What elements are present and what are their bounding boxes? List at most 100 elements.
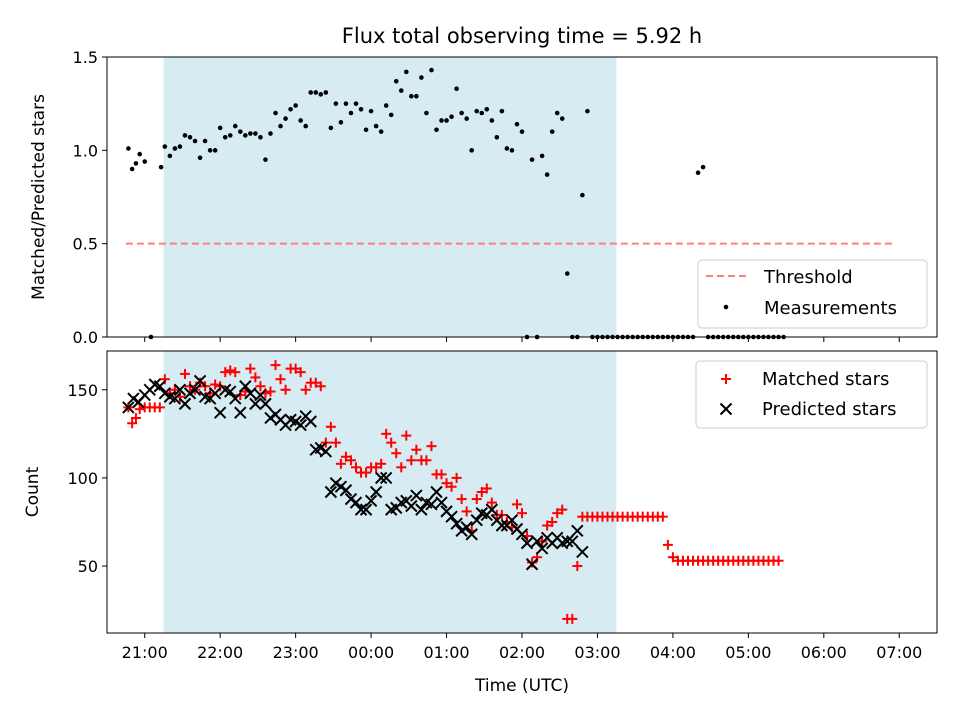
legend-threshold-label: Threshold (763, 267, 853, 288)
matched-star-point (542, 520, 553, 531)
measurement-point (142, 159, 148, 164)
measurement-point (695, 170, 701, 176)
measurement-point (129, 166, 135, 172)
measurement-point (253, 131, 258, 136)
measurement-point (212, 148, 218, 153)
predicted-star-point (530, 535, 544, 548)
measurement-point (192, 138, 198, 144)
matched-star-point (471, 494, 482, 505)
predicted-star-point (495, 519, 509, 532)
matched-star-point (335, 458, 346, 469)
measurement-point (419, 75, 424, 80)
matched-star-point (391, 448, 402, 459)
measurement-point (268, 131, 273, 136)
y-tick-label: 0.5 (73, 235, 98, 254)
measurement-point (373, 123, 379, 129)
measurement-point (318, 92, 324, 97)
predicted-star-point (485, 503, 499, 516)
predicted-star-point (153, 380, 167, 393)
predicted-star-point (304, 415, 317, 428)
measurement-point (454, 86, 459, 92)
measurement-point (172, 146, 178, 151)
bottom-shaded-span (163, 351, 617, 633)
matched-star-point (361, 467, 372, 478)
top-x-ticks (144, 337, 900, 342)
predicted-star-point (470, 513, 483, 527)
predicted-star-point (208, 387, 222, 400)
measurement-point (126, 146, 131, 151)
matched-star-point (411, 444, 422, 455)
matched-star-point (230, 367, 241, 378)
matched-star-point (401, 430, 412, 441)
predicted-star-point (193, 374, 207, 388)
measurement-point (313, 90, 319, 95)
matched-star-point (572, 561, 583, 572)
measurement-point (197, 155, 203, 161)
matched-star-point (552, 508, 563, 519)
predicted-star-point (354, 503, 368, 516)
measurement-point (549, 129, 555, 134)
measurement-point (494, 134, 500, 140)
legend-predicted-marker (719, 402, 733, 416)
matched-star-point (446, 481, 457, 492)
measurement-point (222, 134, 228, 140)
matched-star-point (421, 455, 432, 466)
legend-predicted-swatch (719, 402, 733, 416)
measurement-point (308, 90, 314, 95)
predicted-star-point (445, 510, 458, 523)
matched-star-point (154, 402, 165, 413)
matched-star-point (130, 412, 141, 423)
matched-star-point (396, 462, 407, 473)
matched-star-point (300, 384, 311, 395)
measurement-point (479, 110, 485, 116)
measurement-point (288, 106, 293, 112)
y-tick-label: 100 (67, 469, 98, 488)
measurement-point (409, 93, 414, 99)
matched-star-point (325, 421, 336, 432)
matched-star-point (461, 506, 472, 517)
measurement-point (459, 110, 464, 116)
matched-star-point (662, 539, 673, 550)
predicted-star-point (460, 521, 473, 534)
predicted-star-point (254, 388, 267, 402)
measurement-point (404, 69, 409, 75)
measurement-point (554, 110, 560, 116)
predicted-star-point (349, 496, 363, 509)
measurement-point (248, 131, 253, 136)
matched-star-point (270, 360, 281, 371)
measurement-point (368, 108, 374, 114)
measurement-point (353, 101, 359, 106)
predicted-star-point (168, 392, 182, 405)
matched-star-point (376, 458, 387, 469)
measurement-point (348, 110, 354, 116)
measurement-point (585, 108, 590, 114)
matched-star-point (225, 365, 236, 376)
predicted-star-point (561, 535, 574, 548)
predicted-star-point (364, 494, 378, 508)
predicted-star-point (239, 380, 252, 393)
legend-predicted-label: Predicted stars (762, 399, 896, 420)
predicted-star-points (122, 374, 589, 571)
measurement-point (227, 133, 233, 138)
predicted-star-point (430, 485, 443, 499)
top-shaded-span (163, 57, 617, 337)
matched-star-point (295, 367, 306, 378)
matched-star-point (265, 386, 276, 397)
matched-star-point (426, 441, 437, 452)
matched-star-point (351, 462, 361, 473)
measurement-point (167, 153, 173, 159)
predicted-star-point (319, 445, 333, 458)
measurement-points (126, 67, 786, 340)
x-tick-label: 06:00 (801, 643, 847, 662)
predicted-star-point (188, 383, 202, 396)
measurement-point (464, 116, 469, 121)
x-tick-label: 22:00 (197, 643, 243, 662)
measurement-point (258, 134, 263, 140)
predicted-star-point (178, 397, 192, 411)
measurement-point (137, 151, 142, 157)
predicted-star-point (515, 528, 529, 541)
predicted-star-point (505, 513, 519, 527)
top-legend: Threshold Measurements (697, 259, 928, 329)
predicted-star-point (244, 387, 257, 400)
matched-star-point (245, 363, 256, 374)
